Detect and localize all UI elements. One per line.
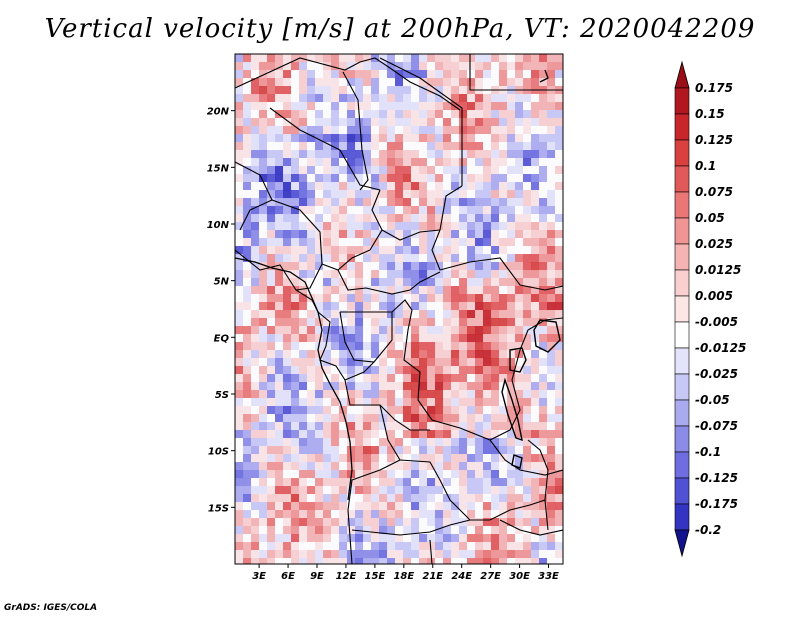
colorbar-label: -0.005 xyxy=(695,315,738,329)
colorbar-swatch xyxy=(674,269,690,297)
lat-label: 15N xyxy=(207,163,230,174)
colorbar-label: 0.1 xyxy=(695,159,716,173)
colorbar-swatch xyxy=(674,217,690,245)
colorbar-label: 0.075 xyxy=(695,185,733,199)
lon-label: 15E xyxy=(365,571,386,582)
lat-label: 15S xyxy=(208,503,229,514)
lat-label: 20N xyxy=(207,107,230,118)
lat-label: 10S xyxy=(208,447,229,458)
lon-label: 33E xyxy=(538,571,559,582)
lon-label: 27E xyxy=(480,571,501,582)
colorbar-bottom-arrow xyxy=(674,529,690,558)
colorbar-swatch xyxy=(674,399,690,427)
colorbar: 0.175 0.15 0.125 0.1 0.075 0.05 0.025 0.0125 0.0… xyxy=(674,60,746,558)
colorbar-swatch xyxy=(674,451,690,479)
lon-label: 12E xyxy=(336,571,357,582)
colorbar-swatch xyxy=(674,87,690,115)
colorbar-swatch xyxy=(674,373,690,401)
lat-label: 5S xyxy=(215,390,229,401)
colorbar-label: 0.125 xyxy=(695,133,733,147)
colorbar-swatch xyxy=(674,477,690,505)
colorbar-label: 0.175 xyxy=(695,81,733,95)
colorbar-swatch xyxy=(674,425,690,453)
colorbar-label: 0.0125 xyxy=(695,263,741,277)
colorbar-label: -0.075 xyxy=(695,419,738,433)
lon-label: 21E xyxy=(422,571,443,582)
colorbar-swatch xyxy=(674,295,690,323)
colorbar-swatch xyxy=(674,139,690,167)
lat-label: 5N xyxy=(214,277,230,288)
colorbar-label: 0.05 xyxy=(695,211,725,225)
colorbar-swatch xyxy=(674,347,690,375)
colorbar-label: 0.005 xyxy=(695,289,733,303)
colorbar-swatch xyxy=(674,113,690,141)
colorbar-label: -0.2 xyxy=(695,523,721,537)
latitude-axis: 20N 15N 10N 5N EQ 5S 10S 15S xyxy=(207,107,235,514)
colorbar-label: 0.025 xyxy=(695,237,733,251)
lat-label: 10N xyxy=(207,220,230,231)
country-borders xyxy=(235,54,563,564)
colorbar-swatch xyxy=(674,321,690,349)
colorbar-label: -0.0125 xyxy=(695,341,746,355)
lat-label: EQ xyxy=(214,333,230,344)
plot-title: Vertical velocity [m/s] at 200hPa, VT: 2… xyxy=(44,14,756,44)
lon-label: 18E xyxy=(393,571,414,582)
lon-label: 30E xyxy=(509,571,530,582)
lon-label: 3E xyxy=(252,571,266,582)
colorbar-swatch xyxy=(674,503,690,531)
longitude-axis: 3E 6E 9E 12E 15E 18E 21E 24E 27E 30E 33E xyxy=(252,564,559,582)
lon-label: 6E xyxy=(281,571,295,582)
colorbar-swatch xyxy=(674,165,690,193)
colorbar-top-arrow xyxy=(674,60,690,89)
colorbar-swatch xyxy=(674,191,690,219)
colorbar-swatch xyxy=(674,243,690,271)
lon-label: 9E xyxy=(310,571,324,582)
velocity-field xyxy=(235,54,563,564)
colorbar-label: -0.025 xyxy=(695,367,738,381)
colorbar-label: -0.05 xyxy=(695,393,730,407)
map-frame xyxy=(234,53,564,565)
lon-label: 24E xyxy=(451,571,472,582)
colorbar-label: 0.15 xyxy=(695,107,725,121)
colorbar-label: -0.1 xyxy=(695,445,721,459)
map-panel: 20N 15N 10N 5N EQ 5S 10S 15S 3E 6E 9E 12E 15E 18E 21E… xyxy=(207,53,746,582)
credit-label: GrADS: IGES/COLA xyxy=(4,603,98,613)
colorbar-label: -0.125 xyxy=(695,471,738,485)
colorbar-label: -0.175 xyxy=(695,497,738,511)
